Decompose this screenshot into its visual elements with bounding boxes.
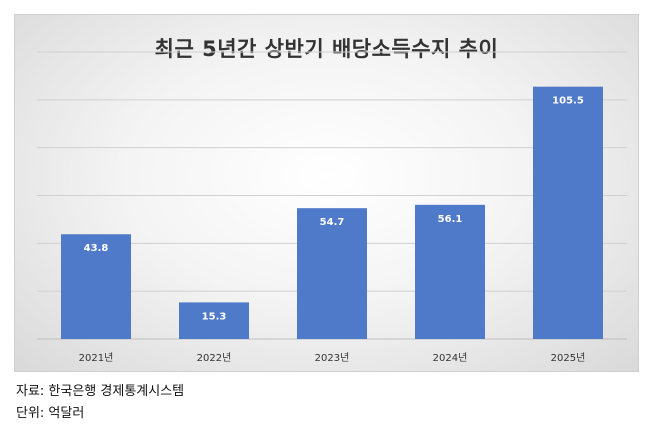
x-tick-label-2: 2022년 [197, 352, 232, 364]
data-label-4: 56.1 [438, 214, 463, 225]
bar-3 [297, 208, 367, 339]
bar-2 [179, 302, 249, 339]
chart-panel: 최근 5년간 상반기 배당소득수지 추이 43.8 2021년 15.3 2022년 5… [14, 14, 639, 372]
bar-4 [415, 204, 485, 339]
x-tick-label-3: 2023년 [315, 352, 350, 364]
x-tick-label-5: 2025년 [551, 352, 586, 364]
x-tick-label-1: 2021년 [79, 352, 114, 364]
data-label-1: 43.8 [84, 243, 109, 254]
data-label-5: 105.5 [552, 96, 584, 107]
x-tick-label-4: 2024년 [433, 352, 468, 364]
source-note: 자료: 한국은행 경제통계시스템 [16, 384, 185, 399]
unit-note: 단위: 억달러 [16, 406, 85, 421]
bar-chart: 43.8 2021년 15.3 2022년 54.7 2023년 56.1 2024년 105.… [37, 51, 627, 364]
data-label-2: 15.3 [202, 311, 227, 322]
bar-5 [533, 86, 603, 339]
chart-title: 최근 5년간 상반기 배당소득수지 추이 [154, 37, 499, 61]
bar-1 [61, 234, 131, 339]
data-label-3: 54.7 [320, 217, 345, 228]
